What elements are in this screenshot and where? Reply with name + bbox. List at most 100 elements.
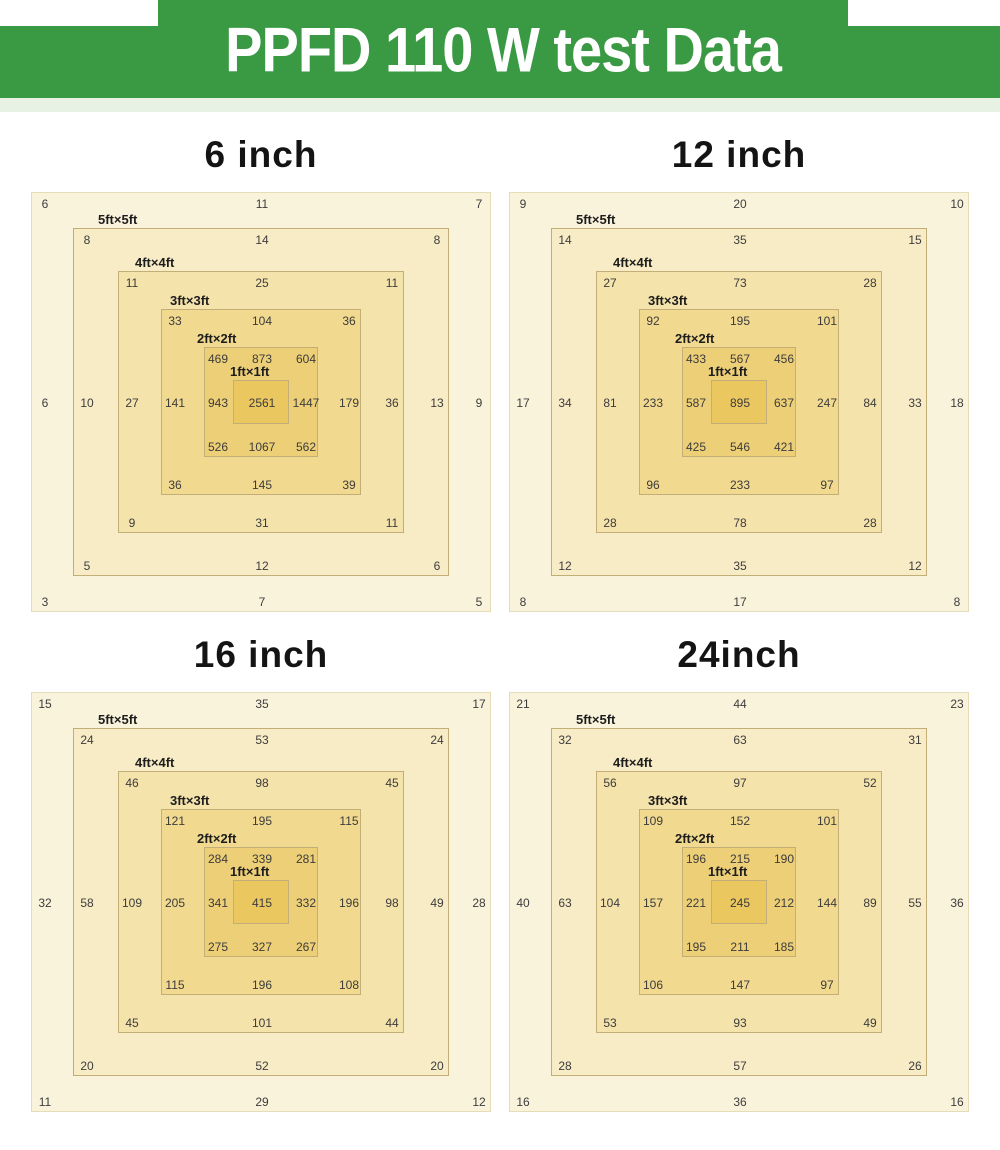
coverage-label-4ft: 4ft×4ft: [135, 255, 175, 270]
ppfd-value-3ft-l: 157: [642, 896, 664, 910]
ppfd-value-4ft-br: 28: [863, 516, 877, 530]
ppfd-value-5ft-r: 13: [430, 396, 444, 410]
ppfd-value-outer-r: 36: [950, 896, 964, 910]
ppfd-value-5ft-tl: 32: [558, 733, 572, 747]
ppfd-value-3ft-tr: 101: [816, 314, 838, 328]
ppfd-value-outer-l: 17: [516, 396, 530, 410]
ppfd-value-4ft-tl: 11: [125, 276, 139, 290]
ppfd-value-2ft-tr: 456: [773, 352, 795, 366]
ppfd-value-5ft-r: 33: [908, 396, 922, 410]
panel-title-12-inch: 12 inch: [671, 134, 807, 175]
ppfd-value-outer-tr: 7: [475, 197, 483, 211]
page-title: PPFD 110 W test Data: [225, 13, 782, 85]
ppfd-value-outer-bl: 16: [516, 1095, 530, 1109]
ppfd-value-outer-tl: 6: [41, 197, 49, 211]
ppfd-value-4ft-tl: 46: [125, 776, 139, 790]
ppfd-value-3ft-bl: 96: [646, 478, 660, 492]
ppfd-value-3ft-br: 97: [820, 478, 834, 492]
coverage-label-3ft: 3ft×3ft: [170, 793, 210, 808]
panel-title-6-inch: 6 inch: [204, 134, 318, 175]
coverage-label-5ft: 5ft×5ft: [576, 712, 616, 727]
ppfd-value-3ft-r: 196: [338, 896, 360, 910]
coverage-label-3ft: 3ft×3ft: [170, 293, 210, 308]
ppfd-value-2ft-bl: 526: [207, 440, 229, 454]
ppfd-value-3ft-bl: 36: [168, 478, 182, 492]
ppfd-value-2ft-b: 211: [730, 940, 750, 954]
ppfd-value-5ft-bl: 20: [80, 1059, 94, 1073]
ppfd-value-outer-t: 44: [733, 697, 747, 711]
ppfd-value-5ft-l: 58: [80, 896, 94, 910]
ppfd-diagram-24inch: 21 44 23 40 36 16 36 16 5ft×5ft 32 63 31 63 55 28 57 26 4…: [509, 692, 969, 1112]
ppfd-value-outer-r: 28: [472, 896, 486, 910]
panels-grid: 6 inch 6 11 7 6 9 3 7 5 5ft×5ft 8 14 8 10 13 5 12 6 4ft×4f…: [0, 112, 1000, 1112]
ppfd-value-2ft-tr: 190: [773, 852, 795, 866]
ppfd-value-5ft-tl: 24: [80, 733, 94, 747]
ppfd-value-5ft-br: 6: [433, 559, 441, 573]
ppfd-value-3ft-l: 233: [642, 396, 664, 410]
ppfd-value-3ft-bl: 115: [165, 978, 185, 992]
ppfd-value-5ft-tl: 8: [83, 233, 91, 247]
ppfd-value-5ft-t: 35: [733, 233, 747, 247]
ppfd-value-outer-tl: 21: [516, 697, 530, 711]
coverage-label-5ft: 5ft×5ft: [98, 212, 138, 227]
ppfd-value-4ft-t: 97: [733, 776, 747, 790]
ppfd-value-2ft-t: 567: [729, 352, 751, 366]
ppfd-value-3ft-b: 147: [729, 978, 751, 992]
ppfd-value-5ft-br: 26: [908, 1059, 922, 1073]
coverage-label-2ft: 2ft×2ft: [197, 331, 237, 346]
ppfd-value-4ft-tr: 52: [863, 776, 877, 790]
ppfd-value-outer-tl: 15: [38, 697, 52, 711]
coverage-label-3ft: 3ft×3ft: [648, 293, 688, 308]
ppfd-value-outer-b: 7: [258, 595, 266, 609]
ppfd-value-2ft-b: 546: [729, 440, 751, 454]
ppfd-value-4ft-b: 93: [733, 1016, 747, 1030]
ppfd-value-2ft-b: 327: [251, 940, 273, 954]
ppfd-value-2ft-tr: 281: [295, 852, 317, 866]
ppfd-value-5ft-t: 63: [733, 733, 747, 747]
coverage-label-1ft: 1ft×1ft: [230, 864, 270, 879]
ppfd-value-4ft-l: 109: [121, 896, 143, 910]
ppfd-value-outer-t: 20: [733, 197, 747, 211]
ppfd-value-5ft-tr: 8: [433, 233, 441, 247]
coverage-square-1ft: 1ft×1ft 415: [230, 864, 289, 924]
panel-24inch: 24inch 21 44 23 40 36 16 36 16 5ft×5ft 32 63 31 63 55 2…: [509, 620, 969, 1112]
coverage-label-5ft: 5ft×5ft: [98, 712, 138, 727]
panel-title-24inch: 24inch: [677, 634, 801, 675]
ppfd-value-4ft-t: 25: [255, 276, 269, 290]
banner-light-strip: [0, 98, 1000, 112]
ppfd-value-3ft-br: 39: [342, 478, 356, 492]
ppfd-value-outer-tr: 23: [950, 697, 964, 711]
ppfd-value-4ft-r: 84: [863, 396, 877, 410]
coverage-label-2ft: 2ft×2ft: [197, 831, 237, 846]
ppfd-value-2ft-t: 339: [251, 852, 273, 866]
ppfd-value-2ft-tr: 604: [295, 352, 317, 366]
ppfd-value-4ft-t: 73: [733, 276, 747, 290]
ppfd-value-4ft-tl: 27: [603, 276, 617, 290]
ppfd-value-3ft-r: 247: [816, 396, 838, 410]
coverage-label-2ft: 2ft×2ft: [675, 331, 715, 346]
coverage-label-1ft: 1ft×1ft: [708, 864, 748, 879]
coverage-label-3ft: 3ft×3ft: [648, 793, 688, 808]
ppfd-value-3ft-tr: 36: [342, 314, 356, 328]
ppfd-value-3ft-t: 152: [729, 814, 751, 828]
ppfd-value-4ft-tl: 56: [603, 776, 617, 790]
ppfd-value-outer-br: 5: [475, 595, 483, 609]
ppfd-value-outer-bl: 3: [41, 595, 49, 609]
ppfd-value-5ft-l: 10: [80, 396, 94, 410]
ppfd-value-2ft-br: 421: [773, 440, 795, 454]
ppfd-value-2ft-bl: 195: [685, 940, 707, 954]
ppfd-value-1ft-center: 415: [251, 896, 273, 910]
ppfd-value-outer-br: 16: [950, 1095, 964, 1109]
ppfd-value-outer-tr: 17: [472, 697, 486, 711]
ppfd-diagram-16-inch: 15 35 17 32 28 11 29 12 5ft×5ft 24 53 24 58 49 20 52 20 4…: [31, 692, 491, 1112]
ppfd-value-2ft-b: 1067: [248, 440, 276, 454]
ppfd-value-outer-bl: 11: [38, 1095, 52, 1109]
ppfd-value-outer-t: 11: [255, 197, 269, 211]
ppfd-value-outer-l: 32: [38, 896, 52, 910]
coverage-square-1ft: 1ft×1ft 895: [708, 364, 767, 424]
ppfd-value-5ft-bl: 12: [558, 559, 572, 573]
ppfd-value-3ft-tr: 101: [816, 814, 838, 828]
ppfd-value-outer-b: 29: [255, 1095, 269, 1109]
ppfd-value-5ft-t: 14: [255, 233, 269, 247]
ppfd-value-2ft-tl: 469: [207, 352, 229, 366]
